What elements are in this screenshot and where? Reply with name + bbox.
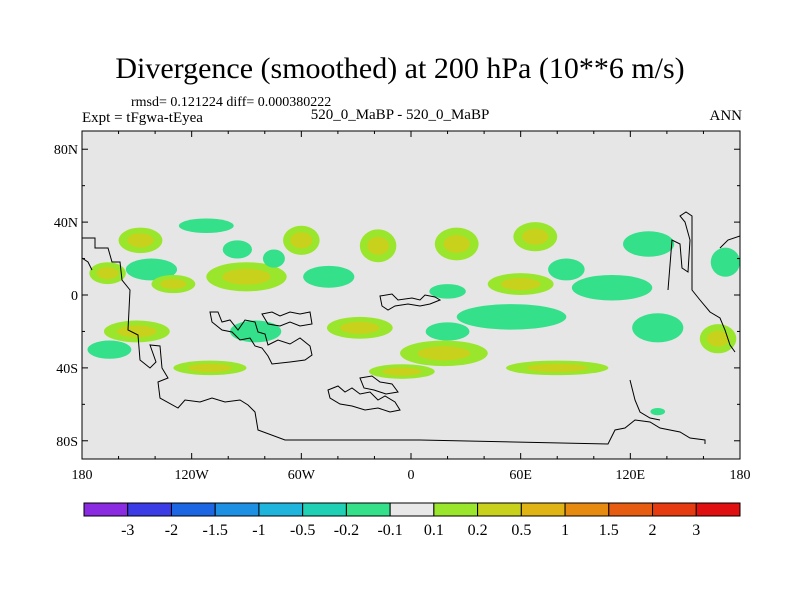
field-blob (222, 240, 252, 259)
colorbar-label: -0.1 (377, 522, 402, 539)
y-tick-label: 0 (71, 289, 78, 304)
colorbar-label: 1 (561, 522, 569, 539)
x-tick-label: 0 (408, 468, 415, 483)
colorbar-box (389, 502, 435, 517)
coastlines (82, 211, 740, 445)
colorbar-box (258, 502, 304, 517)
colorbar-box (302, 502, 347, 517)
colorbar-label: 0.5 (511, 522, 531, 539)
x-tick-label: 180 (72, 468, 93, 483)
field-blob-core (587, 280, 637, 295)
colorbar-label: -3 (121, 522, 134, 539)
experiment-label: Expt = tFgwa-tEyea (82, 110, 203, 126)
field-blob-core (478, 309, 545, 324)
field-blob-core (222, 268, 271, 285)
field-blob (178, 218, 234, 234)
colorbar-box (170, 502, 216, 517)
divergence-field (87, 218, 740, 416)
colorbar-label: 0.1 (424, 522, 444, 539)
colorbar-label: -0.5 (290, 522, 315, 539)
field-blob-core (522, 228, 549, 245)
field-blob (425, 322, 470, 341)
field-blob-core (633, 236, 664, 251)
field-blob-core (96, 267, 119, 280)
field-blob-core (267, 253, 281, 264)
y-tick-label: 80N (54, 143, 78, 158)
x-tick-label: 120E (616, 468, 646, 483)
field-blob-core (367, 236, 390, 255)
y-tick-label: 80S (56, 435, 78, 450)
season-label: ANN (709, 108, 743, 124)
colorbar-label: 0.2 (468, 522, 488, 539)
field-blob (87, 340, 132, 359)
field-blob-core (340, 321, 380, 334)
field-blob (632, 313, 684, 343)
colorbar-box (214, 502, 260, 517)
field-blob-core (160, 279, 187, 290)
field-blob-core (500, 278, 541, 291)
colorbar-label: 2 (649, 522, 657, 539)
field-blob (125, 258, 178, 281)
chart-title: Divergence (smoothed) at 200 hPa (10**6 … (115, 52, 685, 85)
field-blob-core (555, 263, 578, 276)
colorbar-box (695, 502, 741, 517)
x-tick-label: 60E (509, 468, 532, 483)
colorbar-box (608, 502, 654, 517)
colorbar-label: -2 (165, 522, 178, 539)
colorbar-label: 3 (692, 522, 700, 539)
field-blob (230, 320, 282, 343)
field-blob (429, 284, 466, 299)
field-blob-core (188, 363, 232, 372)
axes: 180 120W 60W 0 60E 120E 180 80N 40N 0 40S 80S (54, 131, 751, 483)
colorbar: -3 -2 -1.5 -1 -0.5 -0.2 -0.1 0.1 0.2 0.5 1 1.5 2 3 (83, 502, 741, 539)
field-blob-core (127, 233, 154, 248)
x-tick-label: 120W (175, 468, 210, 483)
colorbar-box (564, 502, 610, 517)
colorbar-label: -0.2 (334, 522, 359, 539)
field-blob-core (716, 254, 735, 271)
field-blob (303, 265, 355, 288)
colorbar-box (652, 502, 697, 517)
colorbar-label: -1.5 (203, 522, 228, 539)
x-tick-label: 180 (730, 468, 751, 483)
y-tick-label: 40S (56, 362, 78, 377)
field-blob-core (117, 325, 157, 338)
field-blob-core (443, 234, 470, 253)
field-blob-core (417, 346, 471, 361)
colorbar-label: -1 (252, 522, 265, 539)
colorbar-label: 1.5 (599, 522, 619, 539)
x-tick-label: 60W (288, 468, 316, 483)
field-blob-core (707, 330, 730, 347)
field-blob-core (382, 367, 422, 376)
colorbar-box (127, 502, 172, 517)
stats-label: rmsd= 0.121224 diff= 0.000380222 (131, 95, 332, 110)
field-blob-core (526, 363, 588, 372)
case-label: 520_0_MaBP - 520_0_MaBP (310, 107, 490, 123)
colorbar-box (520, 502, 566, 517)
colorbar-box (477, 502, 522, 517)
field-blob (650, 407, 666, 416)
field-blob-core (290, 232, 313, 249)
colorbar-box (433, 502, 479, 517)
colorbar-box (345, 502, 391, 517)
y-tick-label: 40N (54, 216, 78, 231)
colorbar-box (83, 502, 129, 517)
